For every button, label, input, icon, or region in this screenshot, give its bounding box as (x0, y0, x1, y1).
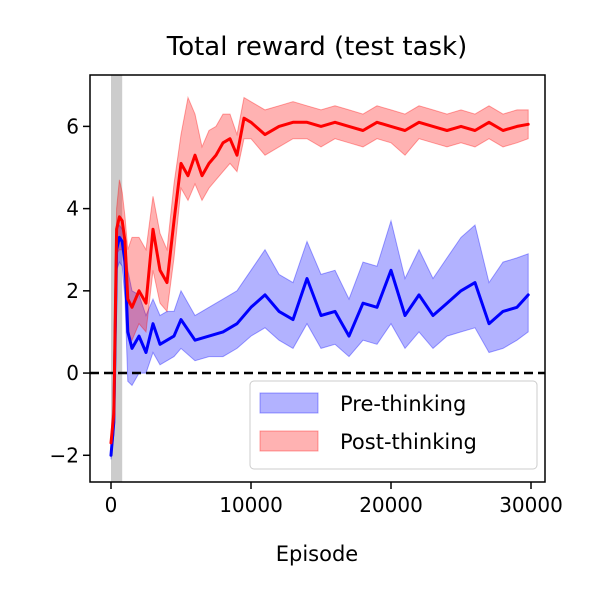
plot-content (90, 75, 545, 482)
legend: Pre-thinking Post-thinking (249, 380, 538, 470)
x-tick-label: 0 (105, 493, 118, 517)
y-tick-label: −2 (50, 443, 79, 467)
legend-box (249, 380, 538, 470)
legend-label-0: Pre-thinking (340, 392, 466, 416)
y-tick-label: 6 (66, 114, 79, 138)
legend-swatch-1 (259, 430, 319, 452)
axes-frame (89, 74, 546, 483)
y-tick-label: 0 (66, 361, 79, 385)
legend-label-1: Post-thinking (340, 430, 477, 454)
x-tick-label: 30000 (499, 493, 563, 517)
series-line-0 (109, 235, 530, 457)
x-axis-label: Episode (276, 542, 358, 566)
plot-area (90, 75, 545, 482)
legend-swatch-0 (259, 392, 319, 414)
y-tick-label: 2 (66, 279, 79, 303)
y-tick-label: 4 (66, 197, 79, 221)
axes: 0 10000 20000 30000 −2 0 2 4 6 (50, 74, 563, 517)
series-band-0 (110, 219, 529, 460)
chart-title: Total reward (test task) (166, 32, 468, 62)
x-tick-label: 10000 (219, 493, 283, 517)
series-band-1 (110, 95, 529, 452)
x-tick-label: 20000 (359, 493, 423, 517)
series-line-1 (109, 116, 530, 445)
